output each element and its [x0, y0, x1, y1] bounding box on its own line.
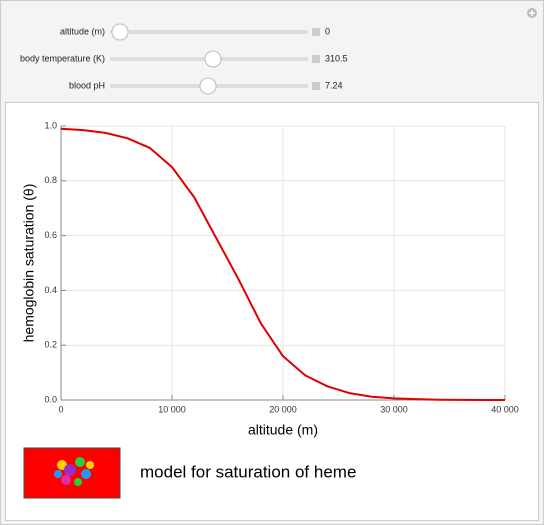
y-axis-label: hemoglobin saturation (θ): [21, 184, 37, 343]
y-tick-label: 0.0: [44, 394, 57, 404]
line: [60, 127, 506, 401]
x-tick-label: 20 000: [269, 404, 297, 414]
y-tick-label: 0.2: [44, 340, 57, 350]
caption: model for saturation of heme: [140, 462, 356, 481]
expand-button[interactable]: [312, 82, 320, 90]
control-value: 0: [325, 26, 330, 36]
y-tick-label: 1.0: [44, 120, 57, 130]
heme-image: [23, 447, 121, 499]
y-tick-label: 0.4: [44, 285, 57, 295]
add-button[interactable]: [527, 8, 537, 18]
control-label: blood pH: [69, 80, 105, 90]
expand-button[interactable]: [312, 55, 320, 63]
plot: 0.0 0.2 0.4 0.6 0.8 1.0 0 10 000 20 000 30 000 40 …: [21, 120, 519, 437]
slider-track[interactable]: [110, 30, 308, 34]
y-tick-label: 0.8: [44, 175, 57, 185]
x-tick-label: 30 000: [380, 404, 408, 414]
control-value: 310.5: [325, 53, 348, 63]
controls: altitude (m) 0 body temperature (K) 310.5 bl…: [20, 23, 348, 95]
slider-thumb[interactable]: [204, 50, 222, 68]
control-label: altitude (m): [60, 26, 105, 36]
control-value: 7.24: [325, 80, 343, 90]
slider-thumb[interactable]: [199, 77, 217, 95]
x-tick-label: 40 000: [491, 404, 519, 414]
slider-thumb[interactable]: [111, 23, 129, 41]
x-tick-label: 10 000: [158, 404, 186, 414]
expand-button[interactable]: [312, 28, 320, 36]
y-tick-label: 0.6: [44, 230, 57, 240]
x-tick-label: 0: [58, 404, 63, 414]
x-axis-label: altitude (m): [248, 422, 318, 438]
control-label: body temperature (K): [20, 53, 105, 63]
